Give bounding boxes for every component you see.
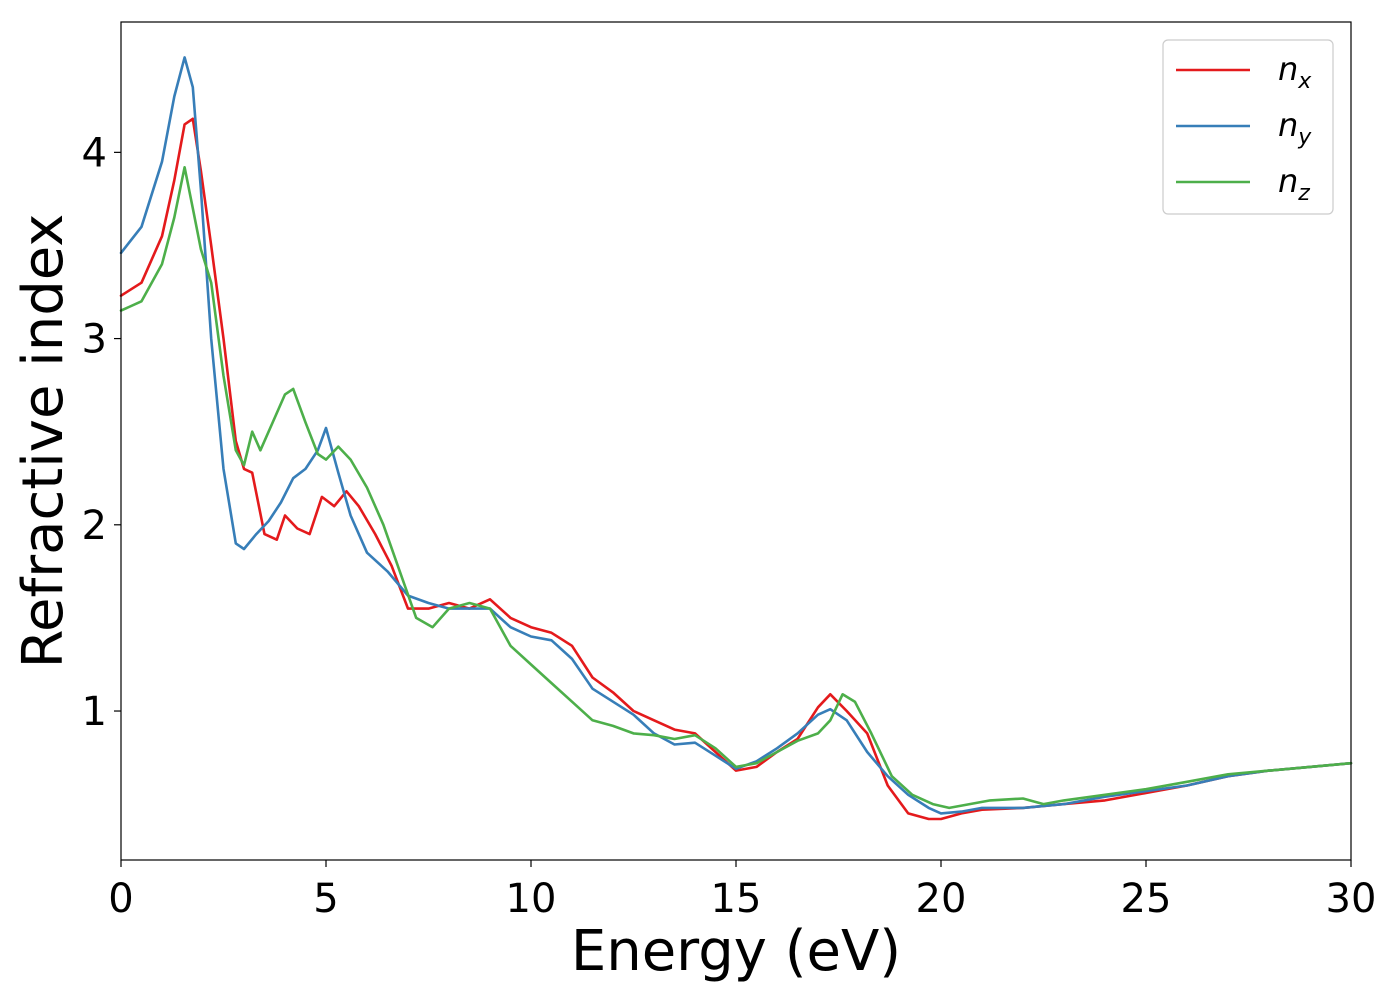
y-tick-label: 1	[82, 689, 107, 735]
y-axis-title: Refractive index	[11, 214, 76, 669]
x-tick-label: 10	[506, 876, 557, 922]
series-layer	[119, 56, 1353, 821]
series-line-z	[119, 166, 1353, 810]
series-line-y	[119, 56, 1353, 815]
x-tick-label: 30	[1326, 876, 1377, 922]
legend-label-z: nz	[1278, 162, 1310, 206]
legend-label-base: n	[1278, 162, 1298, 200]
x-tick-label: 20	[916, 876, 967, 922]
legend-label-base: n	[1278, 106, 1298, 144]
legend-label-x: nx	[1278, 50, 1312, 94]
series-line-x	[119, 117, 1353, 821]
legend-label-base: n	[1278, 50, 1298, 88]
x-tick-label: 0	[108, 876, 133, 922]
x-tick-label: 25	[1121, 876, 1172, 922]
y-axis-ticks: 1 2 3 4	[82, 130, 121, 735]
y-tick-label: 2	[82, 503, 107, 549]
legend-label-subscript: z	[1297, 181, 1310, 206]
x-tick-label: 5	[313, 876, 338, 922]
x-axis-ticks: 0 5 10 15 20 25 30	[108, 860, 1376, 922]
legend-label-subscript: x	[1297, 69, 1312, 94]
legend-label-y: ny	[1278, 106, 1312, 150]
x-tick-label: 15	[711, 876, 762, 922]
legend-label-subscript: y	[1297, 125, 1312, 150]
x-axis-title: Energy (eV)	[571, 919, 901, 984]
y-tick-label: 4	[82, 130, 107, 176]
y-tick-label: 3	[82, 317, 107, 363]
